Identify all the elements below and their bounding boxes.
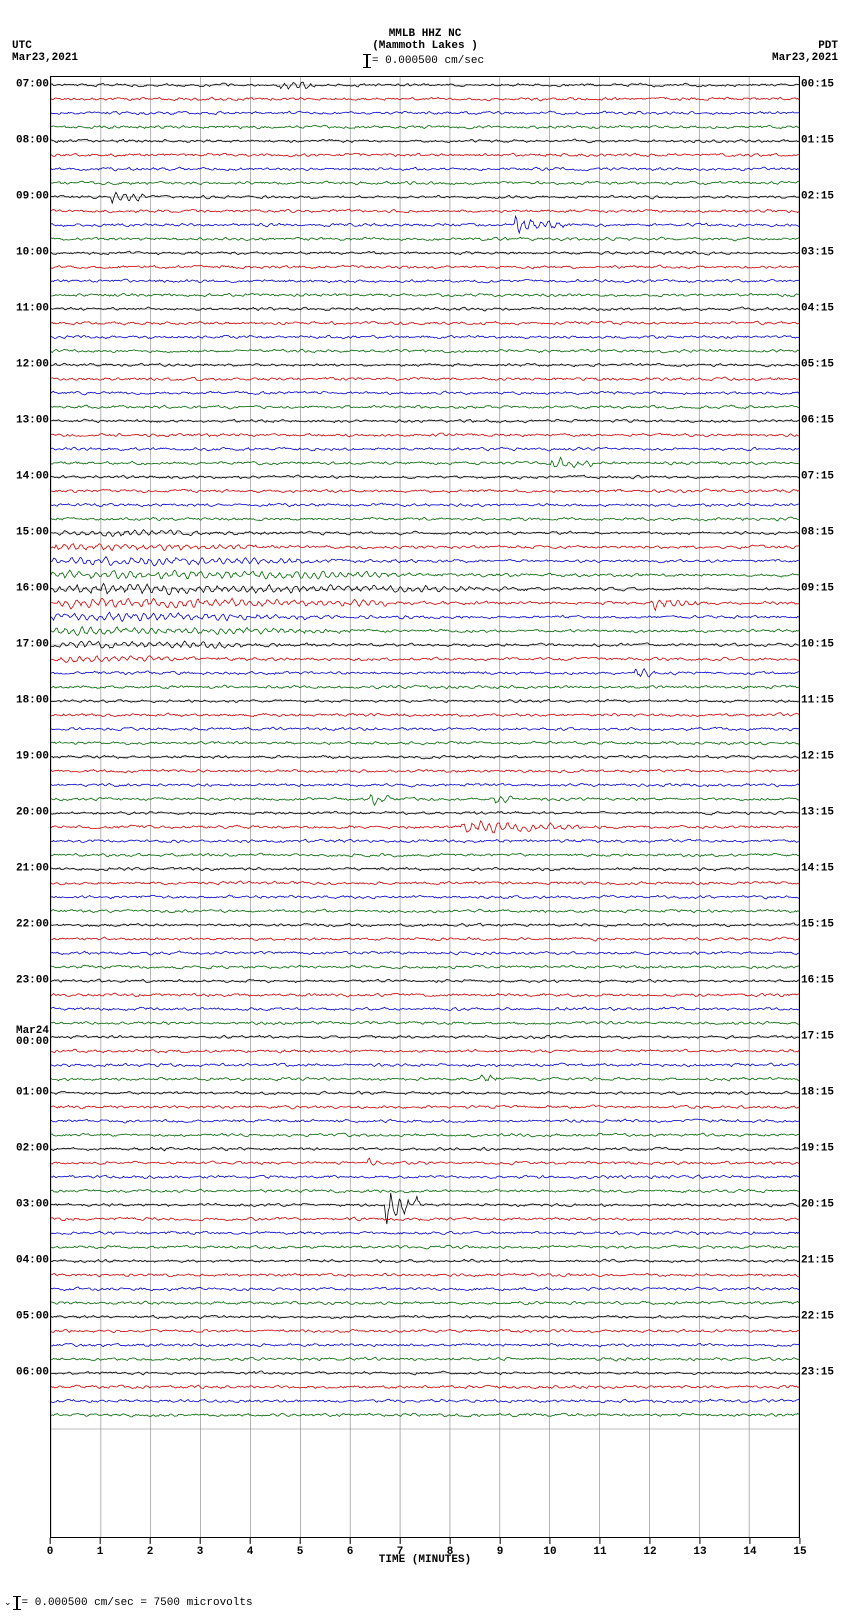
time-label: 19:15 [801,1144,847,1155]
x-tick: 15 [793,1538,806,1558]
time-label: 00:15 [801,80,847,91]
time-label: Mar24 00:00 [3,1026,49,1048]
x-tick: 0 [47,1538,54,1558]
time-label: 02:00 [3,1144,49,1155]
tz-right: PDT [772,40,838,52]
scale-text: = 0.000500 cm/sec [372,55,484,67]
time-label: 12:00 [3,359,49,370]
x-tick: 2 [147,1538,154,1558]
time-label: 08:15 [801,528,847,539]
time-label: 21:15 [801,1256,847,1267]
pdt-time-labels: 00:15 01:15 02:15 03:15 04:15 05:15 06:15 07:15… [801,77,847,1537]
time-label: 14:00 [3,472,49,483]
time-label: 06:00 [3,1367,49,1378]
time-label: 21:00 [3,864,49,875]
header-left: UTC Mar23,2021 [12,40,78,64]
time-label: 13:00 [3,416,49,427]
x-tick: 8 [447,1538,454,1558]
time-label: 23:00 [3,976,49,987]
time-label: 09:00 [3,192,49,203]
time-label: 05:15 [801,359,847,370]
x-tick: 4 [247,1538,254,1558]
date-right: Mar23,2021 [772,52,838,64]
x-axis: 0123456789101112131415 TIME (MINUTES) [50,1538,800,1578]
x-tick: 11 [593,1538,606,1558]
x-ticks: 0123456789101112131415 [50,1538,800,1550]
x-tick: 12 [643,1538,656,1558]
amplitude-scale: = 0.000500 cm/sec [0,54,850,68]
time-label: 04:15 [801,304,847,315]
footer: ⌄ = 0.000500 cm/sec = 7500 microvolts [0,1578,850,1618]
time-label: 19:00 [3,752,49,763]
time-label: 11:00 [3,304,49,315]
time-label: 03:15 [801,248,847,259]
time-label: 01:15 [801,136,847,147]
time-label: 22:15 [801,1311,847,1322]
utc-time-labels: 07:00 08:00 09:00 10:00 11:00 12:00 13:00 14:00… [3,77,49,1537]
seismogram-container: UTC Mar23,2021 PDT Mar23,2021 MMLB HHZ N… [0,0,850,1618]
time-label: 08:00 [3,136,49,147]
x-tick: 5 [297,1538,304,1558]
x-tick: 1 [97,1538,104,1558]
time-label: 14:15 [801,864,847,875]
x-axis-label: TIME (MINUTES) [50,1554,800,1566]
x-tick: 3 [197,1538,204,1558]
time-label: 18:00 [3,696,49,707]
time-label: 16:15 [801,976,847,987]
time-label: 07:15 [801,472,847,483]
header-right: PDT Mar23,2021 [772,40,838,64]
time-label: 11:15 [801,696,847,707]
time-label: 18:15 [801,1088,847,1099]
x-tick: 6 [347,1538,354,1558]
time-label: 23:15 [801,1367,847,1378]
time-label: 01:00 [3,1088,49,1099]
station-location: (Mammoth Lakes ) [0,40,850,52]
time-label: 13:15 [801,808,847,819]
header: UTC Mar23,2021 PDT Mar23,2021 MMLB HHZ N… [0,0,850,68]
time-label: 17:00 [3,640,49,651]
time-label: 05:00 [3,1311,49,1322]
x-tick: 14 [743,1538,756,1558]
time-label: 10:15 [801,640,847,651]
footer-scale-text: = 0.000500 cm/sec = 7500 microvolts [22,1597,253,1609]
station-code: MMLB HHZ NC [0,28,850,40]
time-label: 22:00 [3,920,49,931]
x-tick: 9 [497,1538,504,1558]
time-label: 20:00 [3,808,49,819]
time-label: 12:15 [801,752,847,763]
x-tick: 10 [543,1538,556,1558]
footer-scale: ⌄ = 0.000500 cm/sec = 7500 microvolts [4,1596,253,1610]
date-left: Mar23,2021 [12,52,78,64]
tz-left: UTC [12,40,78,52]
x-tick: 7 [397,1538,404,1558]
time-label: 17:15 [801,1032,847,1043]
time-label: 06:15 [801,416,847,427]
x-tick: 13 [693,1538,706,1558]
time-label: 20:15 [801,1200,847,1211]
time-label: 02:15 [801,192,847,203]
time-label: 04:00 [3,1256,49,1267]
time-label: 10:00 [3,248,49,259]
time-label: 16:00 [3,584,49,595]
time-label: 15:15 [801,920,847,931]
time-label: 15:00 [3,528,49,539]
footer-scale-bar-icon [16,1596,18,1610]
seismogram-plot: 07:0008:0009:0010:0011:0012:0013:0014:00… [50,76,800,1538]
seismogram-svg [51,77,799,1537]
time-label: 07:00 [3,80,49,91]
scale-bar-icon [366,54,368,68]
time-label: 03:00 [3,1200,49,1211]
time-label: 09:15 [801,584,847,595]
footer-tick-icon: ⌄ [4,1598,12,1608]
